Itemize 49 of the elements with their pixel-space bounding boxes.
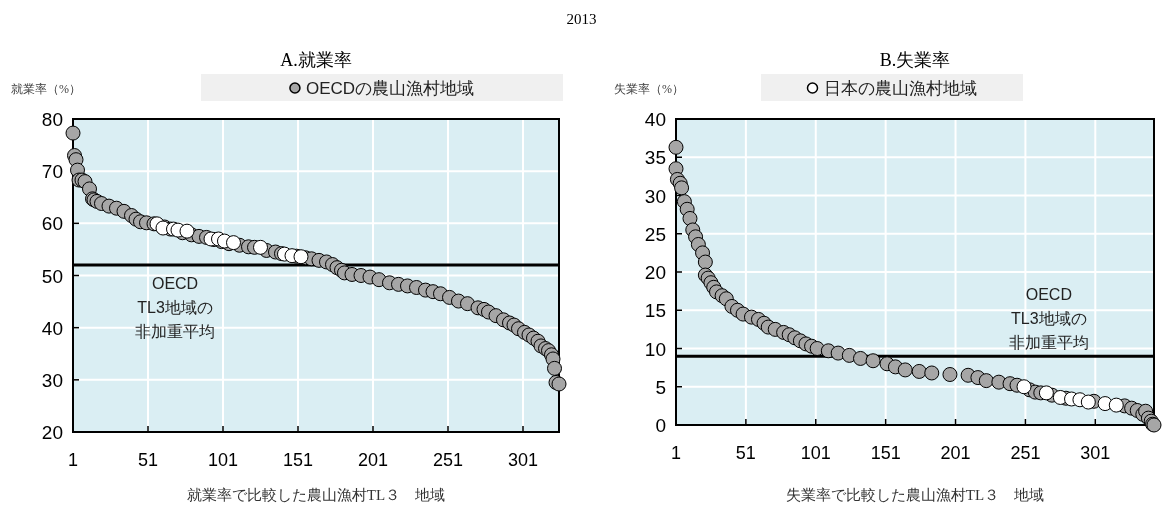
y-tick-label: 20 — [41, 422, 63, 443]
y-tick-label: 70 — [41, 161, 63, 183]
y-axis-title: 就業率（%） — [11, 82, 81, 96]
y-axis-title: 失業率（%） — [614, 82, 684, 96]
point — [1108, 397, 1124, 413]
y-tick-label: 80 — [41, 109, 63, 130]
y-tick-label: 20 — [644, 262, 666, 283]
y-tick-label: 40 — [41, 317, 63, 339]
x-tick-label: 151 — [870, 443, 901, 463]
y-tick-label: 25 — [644, 223, 666, 245]
x-tick-label: 251 — [432, 450, 464, 470]
legend-label: 日本の農山漁村地域 — [823, 79, 977, 98]
x-tick-label: 201 — [357, 450, 389, 470]
chart-title: A.就業率 — [280, 50, 352, 70]
ref-line-label: OECD TL3地域の非加重平均 — [1008, 286, 1089, 352]
y-tick-label: 35 — [644, 147, 666, 169]
x-tick-label: 151 — [282, 450, 314, 470]
y-tick-label: 5 — [655, 376, 666, 398]
x-tick-label: 101 — [207, 450, 239, 470]
y-tick-label: 30 — [41, 369, 63, 391]
ref-line-label: OECD TL3地域の非加重平均 — [135, 275, 216, 341]
x-tick-label: 301 — [507, 450, 539, 470]
y-tick-label: 30 — [644, 185, 666, 207]
point — [179, 223, 195, 239]
text: 2013 — [566, 11, 597, 27]
point — [1080, 394, 1096, 410]
point — [1016, 379, 1032, 395]
point — [226, 235, 241, 251]
point — [1038, 385, 1054, 401]
x-tick-label: 251 — [1010, 443, 1041, 463]
x-tick-label: 201 — [940, 443, 971, 463]
chart-title: B.失業率 — [879, 50, 951, 70]
y-tick-label: 50 — [41, 265, 63, 287]
x-axis-title: 就業率で比較した農山漁村TL３ 地域 — [186, 487, 446, 503]
y-tick-label: 15 — [644, 300, 666, 322]
y-tick-label: 10 — [644, 338, 666, 360]
x-tick-label: 1 — [670, 443, 682, 463]
y-tick-label: 60 — [41, 213, 63, 235]
y-tick-label: 0 — [655, 415, 666, 436]
point — [253, 239, 268, 255]
x-tick-label: 101 — [800, 443, 831, 463]
point — [293, 249, 309, 265]
legend-label: OECDの農山漁村地域 — [305, 79, 475, 98]
x-tick-label: 301 — [1080, 443, 1111, 463]
x-tick-label: 51 — [735, 443, 756, 463]
x-axis-title: 失業率で比較した農山漁村TL３ 地域 — [785, 487, 1045, 503]
x-tick-label: 51 — [137, 450, 159, 470]
x-tick-label: 1 — [67, 450, 79, 470]
y-tick-label: 40 — [644, 109, 666, 130]
